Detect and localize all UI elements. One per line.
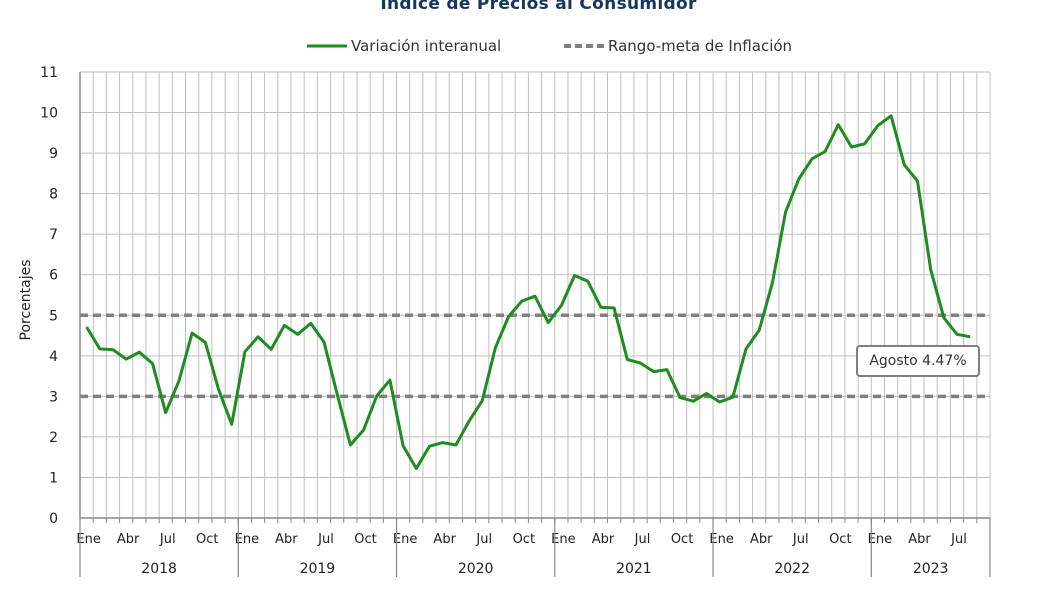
y-tick-label: 0 <box>49 511 58 527</box>
y-tick-label: 10 <box>40 106 58 122</box>
y-tick-label: 1 <box>49 470 58 486</box>
x-tick-label: Abr <box>117 532 140 547</box>
chart-title: Índice de Precios al Consumidor <box>380 0 697 14</box>
legend-label-variacion: Variación interanual <box>351 37 502 55</box>
x-tick-label: Abr <box>750 532 773 547</box>
x-tick-label: Jul <box>159 532 176 547</box>
legend-swatch-green-line-icon <box>307 44 347 48</box>
y-tick-label: 9 <box>49 146 58 162</box>
y-tick-label: 2 <box>49 430 58 446</box>
x-tick-label: Jul <box>950 532 967 547</box>
x-tick-label: Oct <box>513 532 535 547</box>
legend-swatch-dashed-line-icon <box>564 44 604 48</box>
series-variacion <box>85 114 971 470</box>
x-tick-label: Jul <box>475 532 492 547</box>
target-range-lines <box>80 313 990 399</box>
year-label: 2022 <box>774 561 810 577</box>
y-tick-label: 7 <box>49 227 58 243</box>
x-tick-label: Jul <box>317 532 334 547</box>
x-tick-label: Abr <box>275 532 298 547</box>
y-axis-label: Porcentajes <box>18 259 34 340</box>
x-tick-label: Abr <box>908 532 931 547</box>
x-tick-label: Jul <box>792 532 809 547</box>
x-tick-label: Ene <box>235 532 259 547</box>
axes: 0 1 2 3 4 5 6 7 8 9 10 11 Ene Abr Jul Oct 2018 Ene Abr Jul O… <box>40 65 991 577</box>
x-tick-label: Jul <box>634 532 651 547</box>
year-label: 2023 <box>913 561 949 577</box>
legend-label-rango-meta: Rango-meta de Inflación <box>608 37 793 55</box>
y-tick-label: 3 <box>49 389 58 405</box>
y-tick-label: 8 <box>49 187 58 203</box>
year-label: 2019 <box>300 561 336 577</box>
x-tick-label: Abr <box>433 532 456 547</box>
x-tick-label: Abr <box>592 532 615 547</box>
x-tick-label: Ene <box>393 532 417 547</box>
x-tick-label: Oct <box>829 532 851 547</box>
legend-item-rango-meta: Rango-meta de Inflación <box>564 37 792 55</box>
x-tick-label: Ene <box>709 532 733 547</box>
y-tick-label: 11 <box>40 65 58 81</box>
x-tick-label: Ene <box>868 532 892 547</box>
legend: Variación interanual Rango-meta de Infla… <box>0 37 1051 59</box>
x-tick-label: Ene <box>76 532 100 547</box>
x-tick-label: Oct <box>354 532 376 547</box>
y-tick-label: 6 <box>49 268 58 284</box>
x-tick-label: Oct <box>196 532 218 547</box>
year-label: 2018 <box>141 561 177 577</box>
x-tick-label: Oct <box>671 532 693 547</box>
legend-item-variacion: Variación interanual <box>307 37 501 55</box>
y-tick-label: 4 <box>49 349 58 365</box>
x-tick-label: Ene <box>551 532 575 547</box>
year-label: 2020 <box>458 561 494 577</box>
series-line-variacion <box>85 114 971 470</box>
annotation-callout: Agosto 4.47% <box>856 345 980 377</box>
year-label: 2021 <box>616 561 652 577</box>
y-tick-label: 5 <box>49 308 58 324</box>
